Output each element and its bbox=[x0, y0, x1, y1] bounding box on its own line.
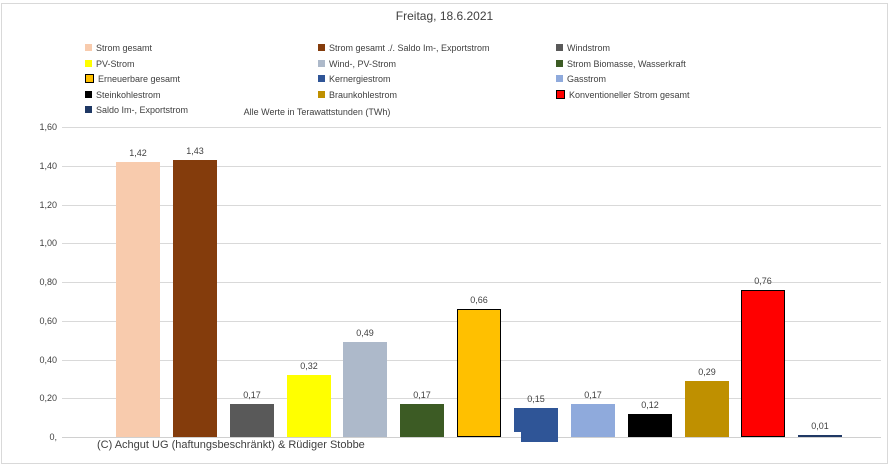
bar-pv-strom bbox=[287, 375, 331, 437]
bar-value-label: 0,17 bbox=[413, 390, 431, 400]
legend-item-label: Wind-, PV-Strom bbox=[329, 58, 397, 69]
bar-saldo-im-exportstrom bbox=[798, 435, 842, 437]
legend-marker-icon bbox=[556, 90, 565, 99]
legend-item-strom-gesamt: Strom gesamt bbox=[85, 42, 152, 53]
legend-marker-icon bbox=[556, 44, 563, 51]
legend-item-label: PV-Strom bbox=[96, 58, 135, 69]
bar-value-label: 0,15 bbox=[527, 394, 545, 404]
legend-marker-icon bbox=[85, 91, 92, 98]
credit-label: (C) Achgut UG (haftungsbeschränkt) & Rüd… bbox=[97, 439, 365, 451]
legend-marker-icon bbox=[318, 44, 325, 51]
gridline bbox=[62, 282, 881, 283]
gridline bbox=[62, 243, 881, 244]
legend-item-erneuerbare-gesamt: Erneuerbare gesamt bbox=[85, 73, 180, 84]
legend-item-kernergiestrom: Kernergiestrom bbox=[318, 73, 391, 84]
legend-item-label: Kernergiestrom bbox=[329, 73, 391, 84]
legend-marker-icon bbox=[85, 60, 92, 67]
bar-value-label: 0,66 bbox=[470, 295, 488, 305]
bar-windstrom bbox=[230, 404, 274, 437]
bar-render-glitch bbox=[521, 437, 558, 442]
bar-wind-pv-strom bbox=[343, 342, 387, 437]
legend-marker-icon bbox=[318, 75, 325, 82]
chart-title: Freitag, 18.6.2021 bbox=[395, 9, 494, 23]
y-axis-tick-label: 0,60 bbox=[39, 316, 57, 326]
legend-marker-icon bbox=[85, 44, 92, 51]
legend-item-label: Strom gesamt ./. Saldo Im-, Exportstrom bbox=[329, 42, 490, 53]
y-axis-tick-label: 1,00 bbox=[39, 238, 57, 248]
bar-braunkohlestrom bbox=[685, 381, 729, 437]
bar-value-label: 0,32 bbox=[300, 361, 318, 371]
legend-marker-icon bbox=[556, 75, 563, 82]
y-axis-tick-label: 0, bbox=[49, 432, 57, 442]
gridline bbox=[62, 127, 881, 128]
bar-value-label: 1,42 bbox=[129, 148, 147, 158]
legend-item-label: Steinkohlestrom bbox=[96, 89, 161, 100]
y-axis-tick-label: 0,80 bbox=[39, 277, 57, 287]
legend-item-pv-strom: PV-Strom bbox=[85, 58, 135, 69]
bar-strom-gesamt bbox=[116, 162, 160, 437]
legend-item-label: Braunkohlestrom bbox=[329, 89, 398, 100]
legend-item-gasstrom: Gasstrom bbox=[556, 73, 606, 84]
bar-value-label: 0,76 bbox=[754, 276, 772, 286]
legend-marker-icon bbox=[85, 74, 94, 83]
legend-item-label: Konventioneller Strom gesamt bbox=[569, 89, 690, 100]
bar-strom-biomasse-wasserkraft bbox=[400, 404, 444, 437]
units-note: Alle Werte in Terawattstunden (TWh) bbox=[243, 107, 391, 117]
legend-item-label: Erneuerbare gesamt bbox=[98, 73, 181, 84]
legend-marker-icon bbox=[318, 60, 325, 67]
legend-item-strom-gesamt-saldo-im-exportstrom: Strom gesamt ./. Saldo Im-, Exportstrom bbox=[318, 42, 490, 53]
y-axis-tick-label: 1,40 bbox=[39, 161, 57, 171]
legend-item-strom-biomasse-wasserkraft: Strom Biomasse, Wasserkraft bbox=[556, 58, 686, 69]
legend-item-label: Gasstrom bbox=[567, 73, 607, 84]
bar-strom-gesamt-saldo-im-exportstrom bbox=[173, 160, 217, 437]
y-axis-tick-label: 0,40 bbox=[39, 355, 57, 365]
legend-item-wind-pv-strom: Wind-, PV-Strom bbox=[318, 58, 396, 69]
legend-item-label: Strom gesamt bbox=[96, 42, 153, 53]
gridline bbox=[62, 166, 881, 167]
gridline bbox=[62, 205, 881, 206]
bar-value-label: 1,43 bbox=[186, 146, 204, 156]
legend-item-steinkohlestrom: Steinkohlestrom bbox=[85, 89, 161, 100]
bar-value-label: 0,17 bbox=[243, 390, 261, 400]
y-axis-tick-label: 1,20 bbox=[39, 200, 57, 210]
legend-marker-icon bbox=[85, 106, 92, 113]
gridline bbox=[62, 437, 881, 438]
bar-gasstrom bbox=[571, 404, 615, 437]
legend-item-label: Strom Biomasse, Wasserkraft bbox=[567, 58, 686, 69]
legend-marker-icon bbox=[556, 60, 563, 67]
legend-item-saldo-im-exportstrom: Saldo Im-, Exportstrom bbox=[85, 104, 188, 115]
bar-value-label: 0,49 bbox=[356, 328, 374, 338]
legend-item-label: Windstrom bbox=[567, 42, 611, 53]
bar-render-glitch bbox=[514, 432, 521, 437]
bar-steinkohlestrom bbox=[628, 414, 672, 437]
y-axis-tick-label: 1,60 bbox=[39, 122, 57, 132]
legend-marker-icon bbox=[318, 91, 325, 98]
legend-item-braunkohlestrom: Braunkohlestrom bbox=[318, 89, 397, 100]
bar-erneuerbare-gesamt bbox=[457, 309, 501, 437]
legend-item-windstrom: Windstrom bbox=[556, 42, 610, 53]
bar-konventioneller-strom-gesamt bbox=[741, 290, 785, 437]
legend-item-label: Saldo Im-, Exportstrom bbox=[96, 104, 189, 115]
y-axis-tick-label: 0,20 bbox=[39, 393, 57, 403]
legend-item-konventioneller-strom-gesamt: Konventioneller Strom gesamt bbox=[556, 89, 690, 100]
bar-kernergiestrom bbox=[514, 408, 558, 442]
bar-value-label: 0,29 bbox=[698, 367, 716, 377]
bar-value-label: 0,17 bbox=[584, 390, 602, 400]
bar-value-label: 0,12 bbox=[641, 400, 659, 410]
bar-value-label: 0,01 bbox=[811, 421, 829, 431]
